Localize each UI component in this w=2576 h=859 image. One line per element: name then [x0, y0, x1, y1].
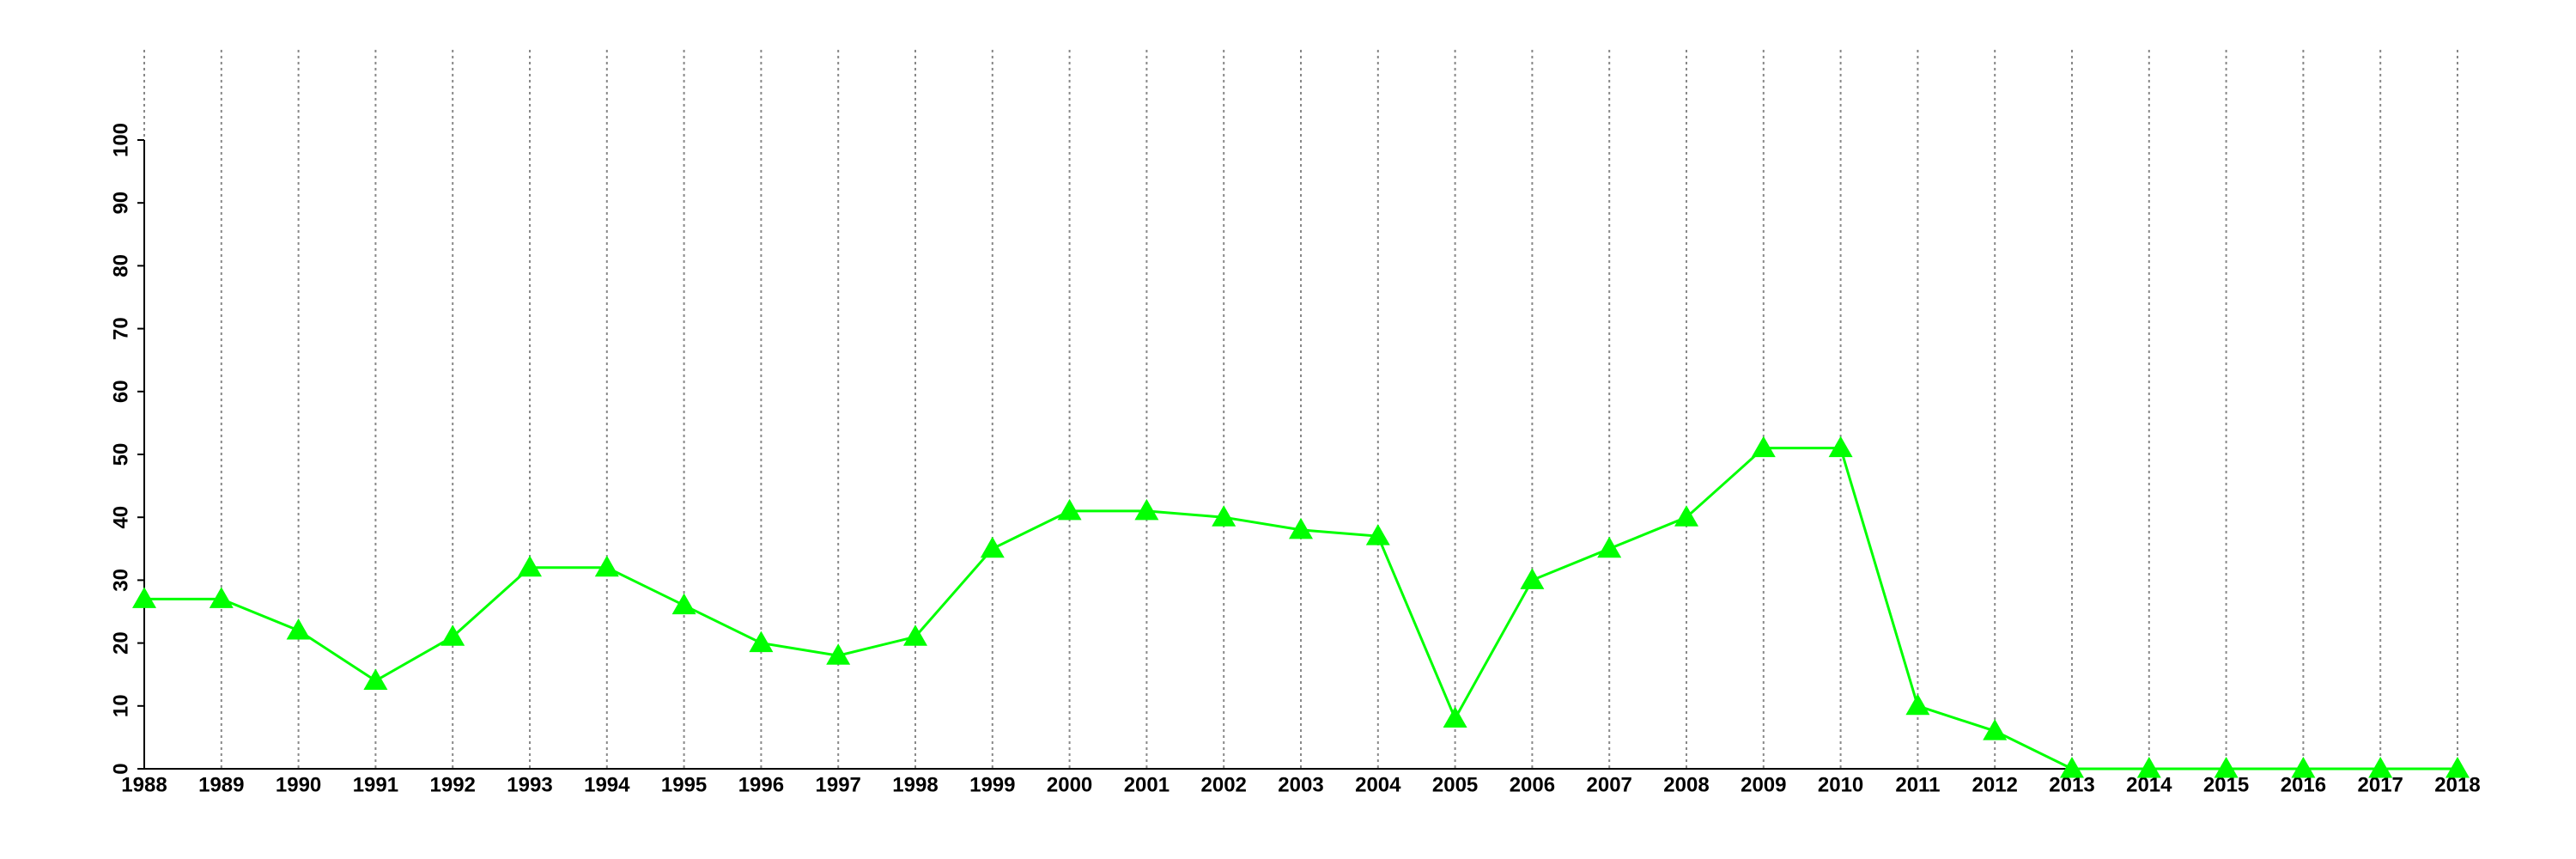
marker: [2291, 757, 2316, 778]
marker: [1674, 505, 1698, 527]
x-tick-label: 2000: [1047, 773, 1092, 796]
marker: [1905, 693, 1930, 716]
x-tick-label: 1988: [121, 773, 167, 796]
y-tick-label: 60: [109, 380, 132, 403]
marker: [1212, 505, 1236, 527]
y-tick-label: 90: [109, 192, 132, 215]
x-tick-label: 2009: [1741, 773, 1786, 796]
x-tick-label: 1992: [430, 773, 476, 796]
x-tick-label: 1990: [276, 773, 321, 796]
x-tick-label: 1993: [507, 773, 552, 796]
marker: [1828, 436, 1853, 458]
marker: [363, 668, 388, 691]
marker: [132, 587, 156, 608]
y-tick-label: 40: [109, 506, 132, 529]
x-tick-label: 1997: [816, 773, 861, 796]
y-tick-label: 100: [109, 123, 132, 157]
x-tick-label: 1996: [738, 773, 784, 796]
y-tick-label: 30: [109, 569, 132, 592]
marker: [594, 555, 619, 577]
marker: [2368, 757, 2393, 778]
marker: [2445, 757, 2470, 778]
x-tick-label: 1989: [198, 773, 244, 796]
marker: [2060, 757, 2084, 778]
marker: [671, 593, 696, 615]
y-tick-label: 50: [109, 443, 132, 466]
marker: [1520, 568, 1545, 589]
x-tick-label: 1994: [584, 773, 630, 796]
x-tick-label: 2010: [1818, 773, 1863, 796]
marker: [1443, 706, 1467, 728]
y-tick-label: 20: [109, 631, 132, 655]
y-tick-label: 70: [109, 317, 132, 340]
marker: [826, 643, 851, 665]
marker: [749, 631, 774, 653]
x-tick-label: 2001: [1124, 773, 1170, 796]
x-tick-label: 2011: [1895, 773, 1940, 796]
x-tick-label: 2008: [1663, 773, 1709, 796]
x-tick-label: 2007: [1587, 773, 1632, 796]
x-tick-label: 1995: [661, 773, 707, 796]
x-tick-label: 2002: [1201, 773, 1247, 796]
marker: [2214, 757, 2239, 778]
marker: [1751, 436, 1776, 458]
x-tick-label: 2006: [1510, 773, 1555, 796]
marker: [1983, 719, 2008, 740]
x-tick-label: 2004: [1355, 773, 1401, 796]
marker: [1057, 498, 1082, 521]
x-tick-label: 2005: [1432, 773, 1478, 796]
x-tick-label: 1998: [892, 773, 938, 796]
y-tick-label: 10: [109, 694, 132, 717]
marker: [1365, 524, 1390, 545]
x-tick-label: 1991: [353, 773, 398, 796]
marker: [1597, 536, 1622, 558]
marker: [440, 624, 465, 646]
y-tick-label: 0: [109, 763, 132, 774]
x-tick-label: 2012: [1972, 773, 2018, 796]
marker: [286, 618, 311, 640]
marker: [1134, 498, 1159, 521]
marker: [518, 555, 542, 577]
x-tick-label: 1999: [969, 773, 1015, 796]
marker: [903, 624, 927, 646]
x-tick-label: 2003: [1278, 773, 1323, 796]
marker: [980, 536, 1005, 558]
marker: [209, 587, 234, 608]
marker: [2136, 757, 2161, 778]
y-tick-label: 80: [109, 254, 132, 277]
marker: [1289, 517, 1313, 539]
